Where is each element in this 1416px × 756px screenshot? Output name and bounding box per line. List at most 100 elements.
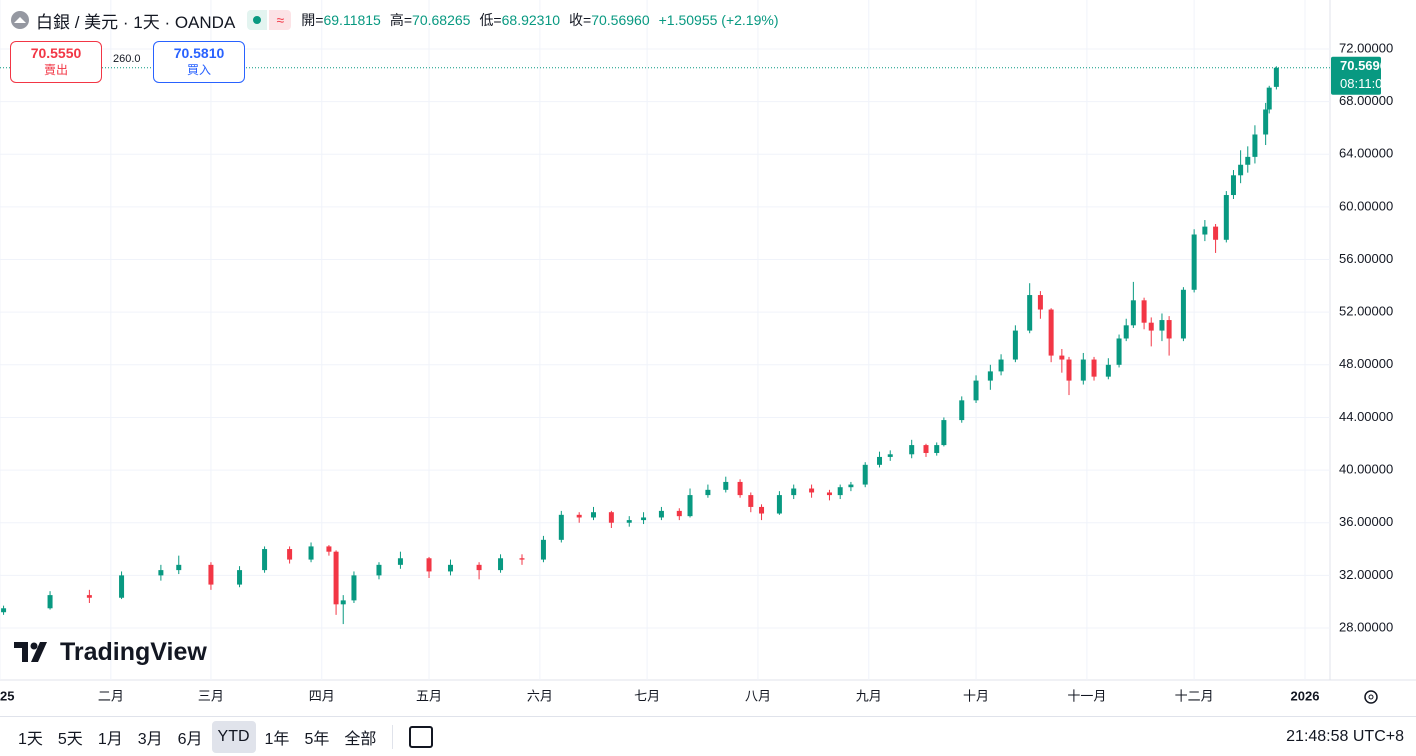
clock: 21:48:58 UTC+8 bbox=[1286, 728, 1404, 745]
ohlc-label: 開= bbox=[301, 12, 324, 28]
candle-body bbox=[519, 558, 525, 560]
candle-body bbox=[351, 575, 357, 601]
ohlc-value: 70.56960 bbox=[591, 12, 650, 28]
symbol-icon bbox=[11, 11, 29, 29]
candle-body bbox=[1123, 325, 1129, 339]
candle-body bbox=[998, 359, 1004, 372]
candle-body bbox=[809, 488, 815, 493]
range-button[interactable]: 5年 bbox=[304, 731, 330, 748]
candle-body bbox=[848, 484, 854, 488]
candle-body bbox=[176, 564, 182, 571]
x-tick-label: 十一月 bbox=[1067, 688, 1106, 703]
candle-body bbox=[826, 492, 832, 496]
x-tick-label: 十二月 bbox=[1175, 688, 1214, 703]
candle-body bbox=[676, 510, 682, 517]
candle-body bbox=[1252, 134, 1258, 157]
candle-body bbox=[959, 400, 965, 421]
candle-body bbox=[1263, 109, 1269, 135]
range-button[interactable]: 5天 bbox=[57, 731, 83, 748]
candle-body bbox=[1159, 320, 1165, 331]
range-button[interactable]: 6月 bbox=[177, 731, 203, 748]
candle-body bbox=[1202, 226, 1208, 235]
candle-body bbox=[973, 380, 979, 401]
candle-body bbox=[748, 495, 754, 507]
status-button[interactable] bbox=[247, 10, 268, 30]
x-tick-label: 2026 bbox=[1291, 688, 1320, 703]
compare-icon[interactable] bbox=[409, 726, 434, 748]
candle-body bbox=[1059, 355, 1065, 360]
candle-body bbox=[641, 517, 647, 521]
change: +1.50955 (+2.19%) bbox=[658, 12, 779, 28]
candle-body bbox=[1012, 330, 1018, 360]
candle-body bbox=[877, 456, 883, 465]
candle-body bbox=[119, 575, 125, 598]
range-button[interactable]: 1年 bbox=[264, 731, 290, 748]
ohlc-label: 低= bbox=[479, 12, 502, 28]
x-tick-label: 三月 bbox=[198, 688, 224, 703]
candle-body bbox=[1266, 87, 1272, 110]
x-tick-label: 十月 bbox=[963, 688, 989, 703]
sell-button[interactable]: 70.5550 賣出 bbox=[10, 41, 102, 83]
range-button[interactable]: YTD bbox=[211, 721, 256, 753]
logo bbox=[14, 641, 47, 662]
candle-body bbox=[1230, 175, 1236, 196]
gear-icon[interactable] bbox=[1364, 690, 1378, 704]
buy-button[interactable]: 70.5810 買入 bbox=[153, 41, 245, 83]
candle-body bbox=[626, 520, 632, 523]
candle-body bbox=[262, 549, 268, 571]
last-price-label: 70.56960 bbox=[1340, 58, 1394, 73]
ohlc-value: 70.68265 bbox=[412, 12, 471, 28]
candle-body bbox=[941, 420, 947, 446]
candle-body bbox=[340, 600, 346, 605]
candle-body bbox=[158, 570, 164, 576]
y-tick-label: 40.00000 bbox=[1339, 462, 1393, 477]
x-tick-label: 七月 bbox=[634, 688, 660, 703]
candle-body bbox=[1213, 226, 1219, 240]
y-tick-label: 72.00000 bbox=[1339, 40, 1393, 55]
candle-body bbox=[1223, 195, 1229, 240]
toggle-button[interactable]: ≈ bbox=[269, 10, 292, 30]
sell-label: 賣出 bbox=[43, 63, 68, 77]
x-tick-label: 九月 bbox=[856, 688, 882, 703]
candle-body bbox=[287, 549, 293, 560]
ohlc-row: 開=69.11815 高=70.68265 低=68.92310 收=70.56960 bbox=[301, 10, 649, 30]
buy-price: 70.5810 bbox=[173, 45, 225, 61]
y-tick-label: 44.00000 bbox=[1339, 409, 1393, 424]
candle-body bbox=[608, 512, 614, 523]
candle-body bbox=[47, 595, 53, 609]
candle-body bbox=[737, 481, 743, 496]
grid bbox=[0, 0, 1330, 680]
candles bbox=[1, 66, 1279, 625]
symbol-title: 白銀 / 美元 · 1天 · OANDA bbox=[36, 12, 236, 32]
candle-body bbox=[590, 512, 596, 518]
candle-body bbox=[237, 570, 243, 585]
y-tick-label: 52.00000 bbox=[1339, 304, 1393, 319]
range-button[interactable]: 3月 bbox=[137, 731, 163, 748]
candle-body bbox=[987, 371, 993, 381]
candle-body bbox=[1180, 289, 1186, 339]
ohlc-item: 開=69.11815 bbox=[301, 10, 381, 30]
y-tick-label: 60.00000 bbox=[1339, 198, 1393, 213]
last-price-box bbox=[1331, 56, 1381, 95]
y-tick-label: 64.00000 bbox=[1339, 146, 1393, 161]
y-tick-label: 56.00000 bbox=[1339, 251, 1393, 266]
candle-body bbox=[86, 595, 92, 598]
candle-body bbox=[447, 564, 453, 572]
spread: 260.0 bbox=[113, 53, 141, 65]
range-button[interactable]: 1月 bbox=[97, 731, 123, 748]
candle-body bbox=[759, 506, 765, 514]
ohlc-label: 高= bbox=[389, 12, 413, 28]
candle-body bbox=[308, 546, 314, 560]
candle-body bbox=[1048, 309, 1054, 356]
y-tick-label: 36.00000 bbox=[1339, 514, 1393, 529]
range-button[interactable]: 全部 bbox=[344, 731, 377, 748]
ohlc-item: 高=70.68265 bbox=[390, 10, 471, 30]
x-tick-label: 六月 bbox=[527, 688, 553, 703]
ohlc-value: 68.92310 bbox=[501, 12, 561, 28]
range-button[interactable]: 1天 bbox=[18, 731, 43, 748]
x-tick-label: 2025 bbox=[0, 688, 14, 703]
candle-body bbox=[1191, 234, 1197, 290]
candle-body bbox=[1166, 320, 1172, 339]
candle-body bbox=[934, 445, 940, 453]
